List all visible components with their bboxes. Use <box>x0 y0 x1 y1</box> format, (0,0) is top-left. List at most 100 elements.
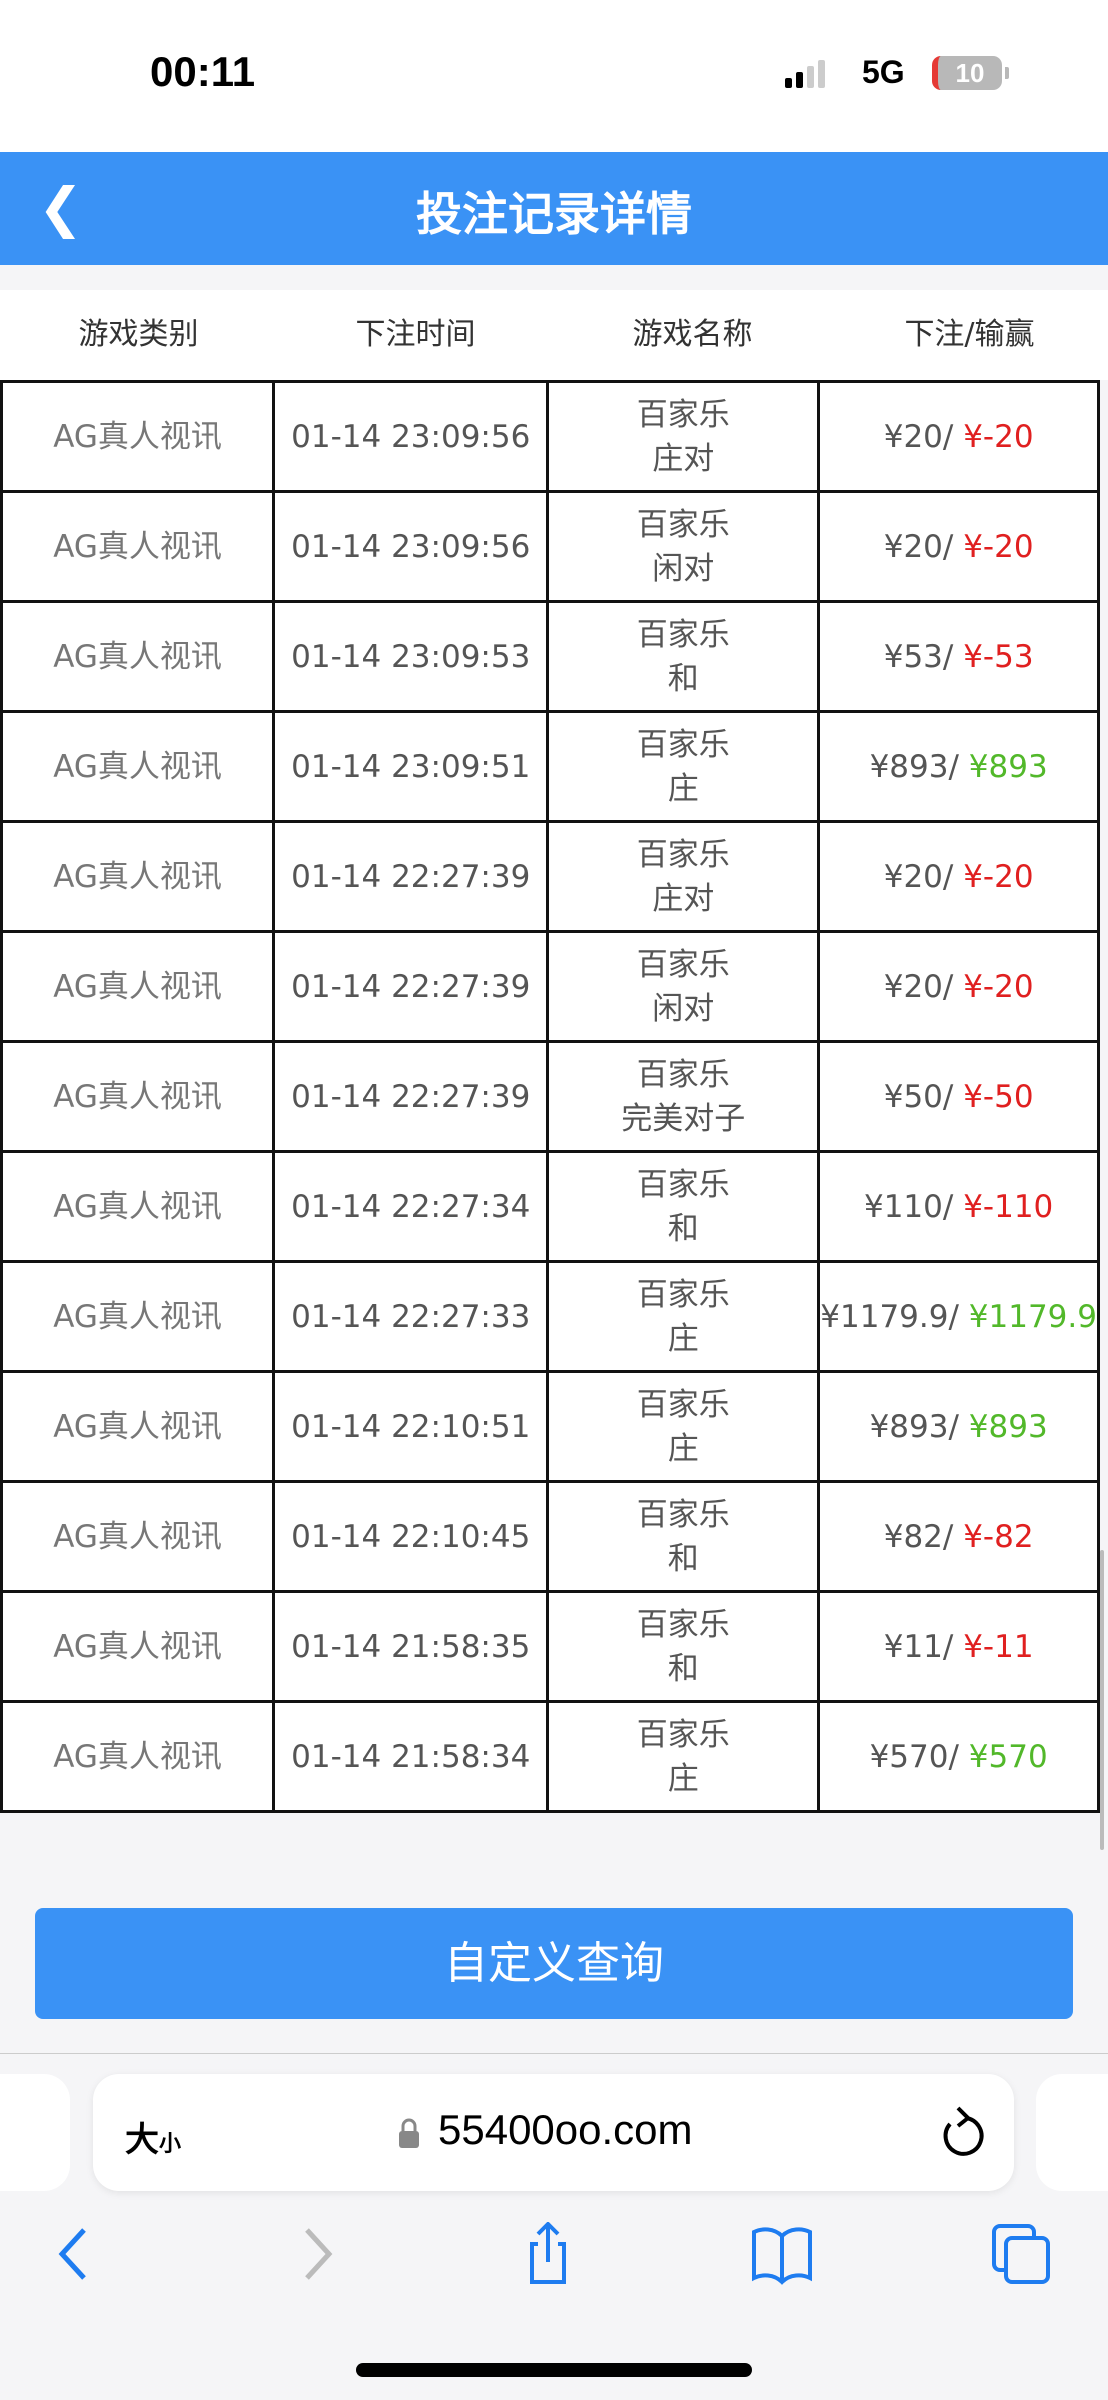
bet-type: 庄 <box>667 1430 699 1467</box>
stake: ¥20/ <box>883 418 954 455</box>
bet-time: 01-14 23:09:51 <box>272 710 550 823</box>
network-type: 5G <box>862 54 905 90</box>
table-row[interactable]: AG真人视讯 01-14 22:27:39 百家乐 完美对子 ¥50/ ¥-50 <box>0 1040 1100 1153</box>
stake-result: ¥20/ ¥-20 <box>817 930 1100 1043</box>
custom-query-button[interactable]: 自定义查询 <box>35 1908 1073 2019</box>
table-row[interactable]: AG真人视讯 01-14 21:58:34 百家乐庄 ¥570/ ¥570 <box>0 1700 1100 1813</box>
bet-type: 和 <box>667 1540 699 1577</box>
game-category: AG真人视讯 <box>0 930 276 1043</box>
top-bar: ❮ 投注记录详情 <box>0 152 1108 265</box>
game-title: 百家乐 <box>636 506 730 543</box>
game-name: 百家乐和 <box>546 1480 821 1593</box>
back-button[interactable]: ❮ <box>38 176 84 239</box>
game-category: AG真人视讯 <box>0 1370 276 1483</box>
table-row[interactable]: AG真人视讯 01-14 22:27:33 百家乐庄 ¥1179.9/ ¥117… <box>0 1260 1100 1373</box>
reload-icon[interactable] <box>936 2104 986 2160</box>
bet-time: 01-14 21:58:34 <box>272 1700 550 1813</box>
game-title: 百家乐 <box>636 1276 730 1313</box>
game-title: 百家乐 <box>636 726 730 763</box>
table-row[interactable]: AG真人视讯 01-14 22:27:39 百家乐 庄对 ¥20/ ¥-20 <box>0 820 1100 933</box>
bet-time: 01-14 22:27:39 <box>272 930 550 1043</box>
game-title: 百家乐 <box>636 1386 730 1423</box>
game-name: 百家乐庄 <box>546 1260 821 1373</box>
stake-result: ¥893/ ¥893 <box>817 710 1100 823</box>
game-name: 百家乐 庄对 <box>546 820 821 933</box>
home-indicator <box>356 2363 752 2377</box>
stake: ¥20/ <box>883 968 954 1005</box>
bet-type: 庄 <box>667 770 699 807</box>
stake-result: ¥53/ ¥-53 <box>817 600 1100 713</box>
back-nav-icon[interactable] <box>42 2222 106 2286</box>
game-name: 百家乐和 <box>546 600 821 713</box>
stake: ¥50/ <box>883 1078 954 1115</box>
game-name: 百家乐 完美对子 <box>546 1040 821 1153</box>
table-row[interactable]: AG真人视讯 01-14 22:10:51 百家乐庄 ¥893/ ¥893 <box>0 1370 1100 1483</box>
text-size-button[interactable]: 大小 <box>125 2120 182 2160</box>
table-row[interactable]: AG真人视讯 01-14 23:09:56 百家乐 庄对 ¥20/ ¥-20 <box>0 380 1100 493</box>
result: ¥893 <box>968 1408 1048 1445</box>
column-header: 下注/输赢 <box>904 317 1035 352</box>
table-row[interactable]: AG真人视讯 01-14 23:09:56 百家乐 闲对 ¥20/ ¥-20 <box>0 490 1100 603</box>
tabs-icon[interactable] <box>990 2222 1054 2286</box>
game-name: 百家乐庄 <box>546 1700 821 1813</box>
column-header: 游戏类别 <box>78 317 199 352</box>
game-category: AG真人视讯 <box>0 1480 276 1593</box>
game-category: AG真人视讯 <box>0 1260 276 1373</box>
address-bar[interactable]: 大小 55400oo.com <box>93 2074 1014 2191</box>
game-category: AG真人视讯 <box>0 820 276 933</box>
signal-icon <box>785 60 825 88</box>
game-title: 百家乐 <box>636 1496 730 1533</box>
stake: ¥20/ <box>883 858 954 895</box>
game-title: 百家乐 <box>636 1166 730 1203</box>
stake-result: ¥50/ ¥-50 <box>817 1040 1100 1153</box>
clock: 00:11 <box>150 48 256 95</box>
result: ¥-110 <box>963 1188 1054 1225</box>
table-row[interactable]: AG真人视讯 01-14 23:09:53 百家乐和 ¥53/ ¥-53 <box>0 600 1100 713</box>
share-icon[interactable] <box>516 2222 580 2286</box>
result: ¥-53 <box>963 638 1034 675</box>
stake-result: ¥570/ ¥570 <box>817 1700 1100 1813</box>
game-category: AG真人视讯 <box>0 1040 276 1153</box>
game-name: 百家乐庄 <box>546 1370 821 1483</box>
stake-result: ¥893/ ¥893 <box>817 1370 1100 1483</box>
stake: ¥82/ <box>883 1518 954 1555</box>
bet-records-table: AG真人视讯 01-14 23:09:56 百家乐 庄对 ¥20/ ¥-20 AG真… <box>0 380 1100 1813</box>
game-category: AG真人视讯 <box>0 380 276 493</box>
table-row[interactable]: AG真人视讯 01-14 23:09:51 百家乐庄 ¥893/ ¥893 <box>0 710 1100 823</box>
scrollbar[interactable] <box>1100 1550 1104 1850</box>
result: ¥-50 <box>963 1078 1034 1115</box>
game-name: 百家乐 庄对 <box>546 380 821 493</box>
bet-type: 闲对 <box>652 550 715 587</box>
bet-time: 01-14 22:10:45 <box>272 1480 550 1593</box>
bookmarks-icon[interactable] <box>750 2222 814 2286</box>
table-row[interactable]: AG真人视讯 01-14 21:58:35 百家乐和 ¥11/ ¥-11 <box>0 1590 1100 1703</box>
game-name: 百家乐庄 <box>546 710 821 823</box>
stake-result: ¥1179.9/ ¥1179.9 <box>817 1260 1100 1373</box>
bet-time: 01-14 22:10:51 <box>272 1370 550 1483</box>
stake-result: ¥20/ ¥-20 <box>817 820 1100 933</box>
status-bar: 00:11 5G 10 <box>0 0 1108 152</box>
table-row[interactable]: AG真人视讯 01-14 22:27:34 百家乐和 ¥110/ ¥-110 <box>0 1150 1100 1263</box>
forward-nav-icon[interactable] <box>285 2222 349 2286</box>
game-title: 百家乐 <box>636 946 730 983</box>
game-title: 百家乐 <box>636 396 730 433</box>
bet-time: 01-14 22:27:33 <box>272 1260 550 1373</box>
stake-result: ¥82/ ¥-82 <box>817 1480 1100 1593</box>
stake: ¥110/ <box>863 1188 954 1225</box>
bet-type: 和 <box>667 660 699 697</box>
game-name: 百家乐 闲对 <box>546 930 821 1043</box>
table-row[interactable]: AG真人视讯 01-14 22:27:39 百家乐 闲对 ¥20/ ¥-20 <box>0 930 1100 1043</box>
stake: ¥1179.9/ <box>820 1298 959 1335</box>
table-row[interactable]: AG真人视讯 01-14 22:10:45 百家乐和 ¥82/ ¥-82 <box>0 1480 1100 1593</box>
game-title: 百家乐 <box>636 1716 730 1753</box>
stake: ¥893/ <box>869 748 959 785</box>
result: ¥-20 <box>963 528 1034 565</box>
result: ¥-82 <box>963 1518 1034 1555</box>
bet-type: 庄对 <box>652 880 715 917</box>
next-tab[interactable] <box>1036 2074 1108 2191</box>
bet-type: 庄 <box>667 1320 699 1357</box>
lock-icon <box>399 2118 419 2148</box>
result: ¥1179.9 <box>968 1298 1097 1335</box>
previous-tab[interactable] <box>0 2074 70 2191</box>
game-category: AG真人视讯 <box>0 490 276 603</box>
